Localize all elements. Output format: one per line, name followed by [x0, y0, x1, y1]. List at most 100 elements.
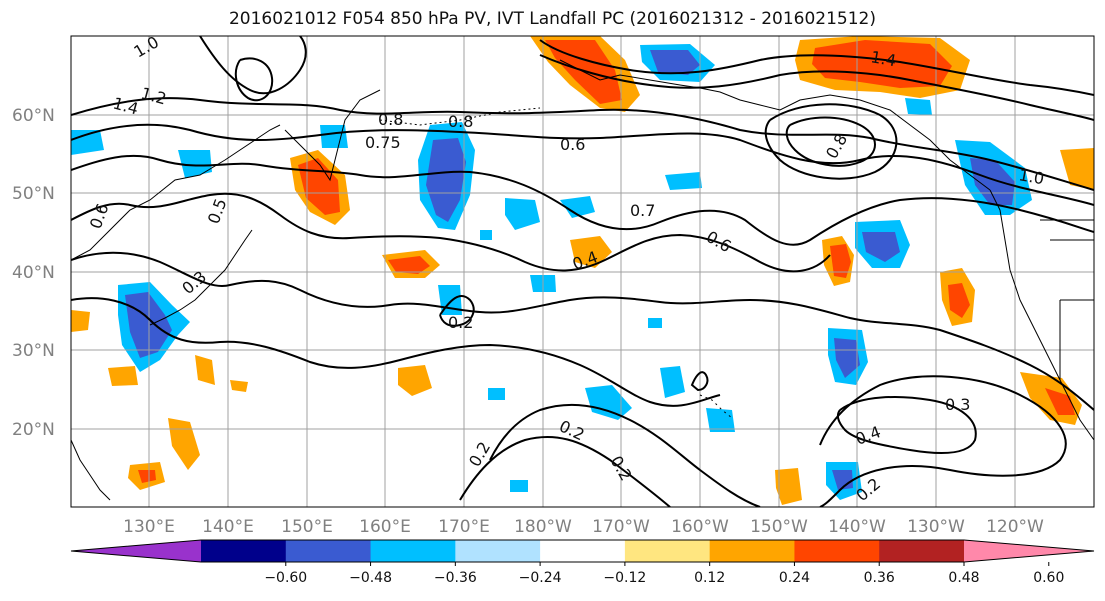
lon-label: 160°W [671, 517, 729, 537]
colorbar-segment [794, 540, 880, 562]
lon-label: 170°W [592, 517, 650, 537]
warm-patch [168, 418, 200, 470]
warm-patch [948, 283, 970, 318]
contour-line [71, 251, 1094, 411]
lat-label: 50°N [12, 184, 55, 204]
cool-patch [438, 285, 462, 315]
map-content [71, 36, 1094, 507]
warm-patch [830, 244, 851, 278]
colorbar-segment [624, 540, 711, 562]
contour-line [836, 396, 977, 454]
contour-label: 0.8 [448, 112, 473, 131]
warm-patch [71, 310, 90, 332]
lon-label: 160°E [359, 517, 411, 537]
cool-patch [706, 408, 735, 432]
contour-line [234, 57, 274, 102]
cool-patch [560, 196, 595, 218]
contour-line [459, 436, 671, 507]
contour-line [819, 375, 1067, 507]
coastline-na-west [989, 189, 1094, 441]
cool-patch [660, 366, 685, 398]
map-frame [70, 35, 1095, 508]
colorbar-tick-label: −0.48 [349, 570, 392, 586]
contour-label: 0.6 [560, 135, 585, 154]
cool-patch [320, 125, 348, 148]
coastline-asia [71, 124, 281, 261]
coastline-kamchatka [284, 89, 381, 182]
warm-patch [1060, 148, 1094, 190]
cool-patch [510, 480, 528, 492]
graticule [71, 36, 1094, 507]
contour-label: 1.4 [869, 47, 897, 70]
contour-line [690, 371, 709, 392]
warm-patch [570, 236, 612, 268]
aleutian-islands [379, 107, 541, 126]
cool-patch [426, 138, 466, 222]
warm-patch [775, 468, 802, 505]
state-borders [1040, 219, 1094, 380]
cool-patch [648, 318, 662, 328]
cool-patch [862, 232, 900, 262]
lat-label: 30°N [12, 341, 55, 361]
colorbar-extend-high [964, 540, 1094, 562]
contour-line [539, 54, 1094, 121]
lon-label: 120°W [986, 517, 1044, 537]
negative-anomaly-patches [71, 44, 1032, 500]
colorbar: −0.60 −0.48 −0.36 −0.24 −0.12 0.12 0.24 0.36 0.4… [70, 539, 1095, 586]
colorbar-tick-label: −0.36 [434, 570, 477, 586]
lon-label: 140°E [202, 517, 254, 537]
pv-contours [71, 36, 1094, 507]
contour-line [764, 103, 898, 180]
contour-label: 0.7 [630, 201, 655, 220]
contour-label: 1.0 [1017, 165, 1045, 188]
lat-label: 40°N [12, 263, 55, 283]
warm-patch [812, 40, 952, 88]
colorbar-outline [70, 539, 1095, 563]
contour-line [199, 36, 307, 95]
cool-patch [585, 385, 632, 420]
warm-patch [398, 365, 432, 396]
warm-patch [195, 355, 215, 385]
lon-label: 170°E [438, 517, 490, 537]
hawaii-islands [699, 394, 733, 419]
colorbar-segment [285, 540, 372, 562]
lon-label: 150°E [281, 517, 333, 537]
colorbar-tick-label: 0.12 [694, 570, 725, 586]
cool-patch [178, 150, 212, 178]
coastline-alaska [559, 59, 991, 191]
warm-patch [230, 380, 248, 392]
warm-patch [138, 470, 156, 483]
colorbar-tick-label: 0.24 [779, 570, 810, 586]
contour-line [489, 403, 761, 507]
colorbar-tick-label: 0.36 [864, 570, 895, 586]
cool-patch [834, 338, 860, 378]
longitude-labels: 130°E 140°E 150°E 160°E 170°E 180°W 170°… [123, 517, 1044, 537]
colorbar-extend-low [71, 540, 201, 562]
colorbar-tick-label: 0.48 [948, 570, 979, 586]
positive-anomaly-patches [71, 36, 1094, 505]
contour-line [71, 97, 1094, 191]
lat-label: 60°N [12, 106, 55, 126]
contour-label: 0.8 [378, 110, 403, 129]
coastlines [71, 59, 1094, 501]
cool-patch [650, 50, 700, 75]
contour-line [71, 192, 831, 273]
lon-label: 130°E [123, 517, 175, 537]
colorbar-segment [370, 540, 456, 562]
contour-label: 0.75 [365, 133, 401, 152]
cool-patch [488, 388, 505, 400]
colorbar-tick-label: −0.24 [519, 570, 562, 586]
contour-line [71, 154, 1094, 246]
lon-label: 130°W [907, 517, 965, 537]
lon-label: 180°W [514, 517, 572, 537]
colorbar-segment [455, 540, 541, 562]
lon-label: 140°W [828, 517, 886, 537]
warm-patch [388, 256, 430, 274]
contour-line [71, 297, 721, 407]
contour-line [71, 123, 1094, 206]
cool-patch [832, 470, 853, 490]
warm-patch [108, 366, 138, 386]
contour-line [539, 39, 1094, 96]
